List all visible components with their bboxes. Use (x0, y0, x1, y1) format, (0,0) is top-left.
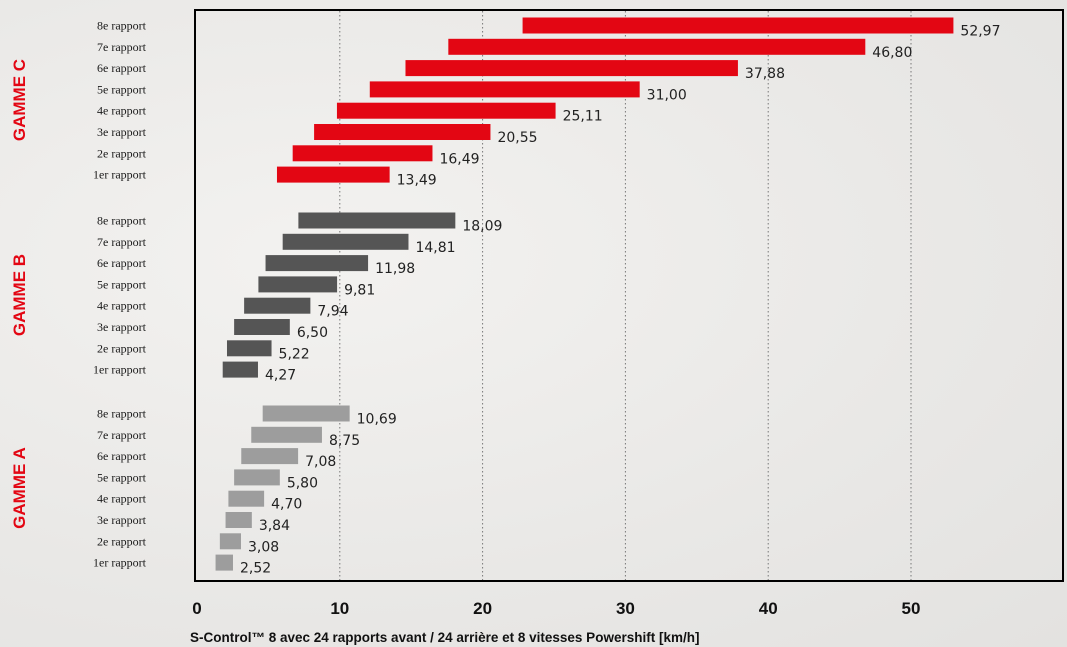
gear-label: 8e rapport (97, 214, 147, 228)
gear-label: 2e rapport (97, 534, 147, 548)
x-axis-title: S-Control™ 8 avec 24 rapports avant / 24… (190, 630, 699, 645)
data-label: 3,84 (259, 518, 290, 534)
gear-label: 3e rapport (97, 125, 147, 139)
data-label: 16,49 (439, 151, 479, 167)
data-label: 6,50 (297, 325, 328, 341)
bar (298, 212, 456, 229)
gear-labels: 8e rapport 7e rapport 6e rapport 5e rapport… (93, 19, 147, 570)
data-label: 5,22 (279, 346, 310, 362)
x-tick-label: 40 (759, 599, 778, 618)
bar (215, 554, 233, 571)
gear-label: 5e rapport (97, 277, 147, 291)
gear-label: 1er rapport (93, 556, 147, 570)
range-label: GAMME C (10, 59, 29, 141)
range-label: GAMME A (10, 447, 29, 529)
gear-label: 2e rapport (97, 146, 147, 160)
bar (292, 145, 433, 162)
value-labels: 52,97 46,80 37,88 31,00 25,11 20,55 16,4913,49… (240, 24, 1001, 577)
bar (234, 319, 290, 335)
grid-lines (339, 11, 912, 580)
data-label: 46,80 (872, 45, 912, 61)
data-label: 20,55 (497, 130, 537, 146)
data-label: 18,09 (462, 219, 502, 235)
gear-label: 2e rapport (97, 341, 147, 355)
x-tick-label: 10 (330, 599, 349, 618)
bar (314, 124, 491, 140)
gear-label: 6e rapport (97, 449, 147, 463)
data-label: 3,08 (248, 539, 279, 555)
bar (265, 255, 369, 272)
bar (276, 166, 390, 183)
gear-label: 7e rapport (97, 428, 147, 442)
x-tick-label: 0 (192, 599, 201, 618)
bar (219, 533, 241, 550)
bar (336, 102, 556, 119)
gear-label: 1er rapport (93, 168, 147, 182)
bar (448, 38, 866, 55)
bar (228, 490, 265, 507)
bar (258, 276, 338, 293)
gear-label: 4e rapport (97, 299, 147, 313)
bar (241, 448, 299, 465)
bars (215, 17, 954, 571)
data-label: 2,52 (240, 561, 271, 577)
data-label: 14,81 (415, 240, 455, 256)
gear-label: 5e rapport (97, 470, 147, 484)
gear-label: 7e rapport (97, 40, 147, 54)
data-label: 9,81 (344, 282, 375, 298)
data-label: 4,70 (271, 497, 302, 513)
gear-label: 5e rapport (97, 82, 147, 96)
data-label: 7,08 (305, 454, 336, 470)
bar (369, 81, 640, 98)
bar (226, 340, 272, 357)
data-label: 7,94 (317, 304, 348, 320)
plot-frame (194, 9, 1064, 582)
gear-label: 3e rapport (97, 320, 147, 334)
x-tick-labels: 0 10 20 30 40 50 (192, 599, 920, 618)
gear-label: 8e rapport (97, 407, 147, 421)
bar (234, 469, 280, 486)
data-label: 11,98 (375, 261, 415, 277)
bar (225, 512, 252, 528)
gear-label: 6e rapport (97, 61, 147, 75)
data-label: 31,00 (647, 87, 687, 103)
gear-label: 4e rapport (97, 104, 147, 118)
gear-label: 3e rapport (97, 513, 147, 527)
gear-label: 6e rapport (97, 256, 147, 270)
gear-label: 8e rapport (97, 19, 147, 33)
bar (522, 17, 954, 34)
range-labels: GAMME C GAMME B GAMME A (10, 59, 29, 529)
gear-label: 1er rapport (93, 363, 147, 377)
bar (222, 361, 258, 378)
data-label: 13,49 (397, 173, 437, 189)
gear-label: 7e rapport (97, 235, 147, 249)
data-label: 25,11 (563, 109, 603, 125)
bar (405, 60, 738, 77)
data-label: 10,69 (357, 412, 397, 428)
bar (262, 405, 350, 422)
data-label: 4,27 (265, 368, 296, 384)
data-label: 52,97 (960, 24, 1000, 40)
bar (244, 297, 311, 314)
x-tick-label: 20 (473, 599, 492, 618)
bar (282, 233, 409, 250)
data-label: 37,88 (745, 66, 785, 82)
data-label: 8,75 (329, 433, 360, 449)
x-tick-label: 30 (616, 599, 635, 618)
data-label: 5,80 (287, 475, 318, 491)
x-tick-label: 50 (902, 599, 921, 618)
bar (251, 426, 322, 443)
gear-label: 4e rapport (97, 492, 147, 506)
range-label: GAMME B (10, 254, 29, 336)
